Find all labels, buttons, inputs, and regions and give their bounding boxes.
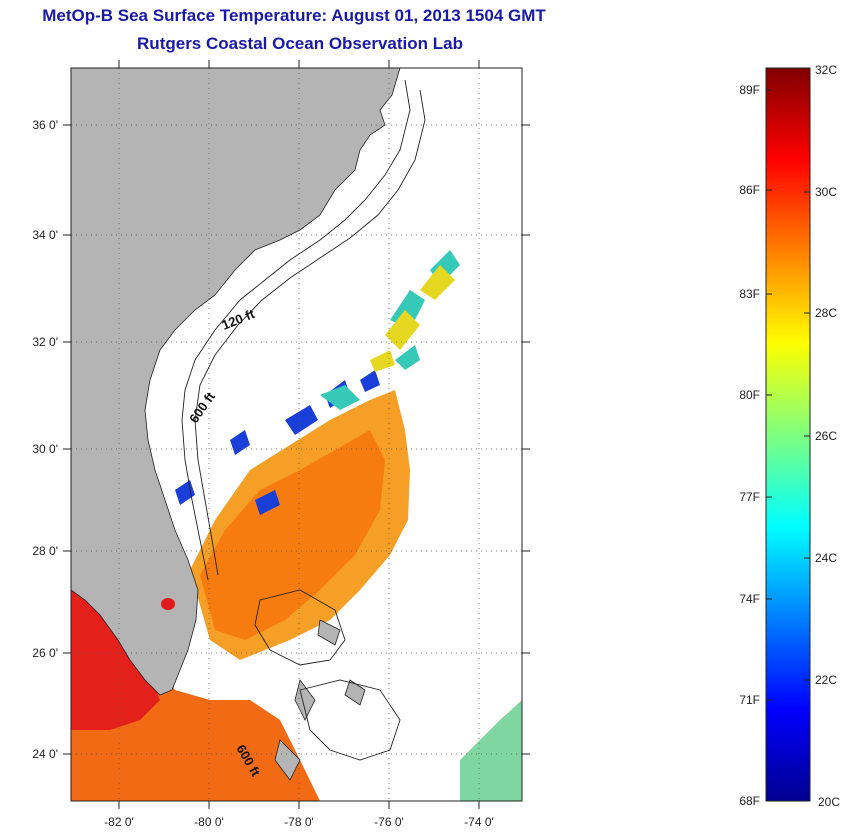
colorbar-f-label: 74F (739, 592, 760, 606)
colorbar-f-label: 77F (739, 490, 760, 504)
colorbar-c-label: 24C (815, 551, 837, 565)
colorbar-c-label: 32C (815, 63, 837, 77)
colorbar-f-label: 68F (739, 794, 760, 808)
colorbar-f-label: 80F (739, 388, 760, 402)
bahamas-islands (274, 619, 366, 781)
colorbar-f-label: 86F (739, 183, 760, 197)
lon-label: -82 0' (104, 815, 134, 829)
colorbar-f-label: 71F (739, 693, 760, 707)
colorbar-c-label: 22C (815, 673, 837, 687)
colorbar-ticks (766, 89, 810, 701)
lat-label: 36 0' (32, 118, 58, 132)
map-title: MetOp-B Sea Surface Temperature: August … (42, 6, 546, 25)
lake-okeechobee (161, 598, 175, 610)
lat-label: 34 0' (32, 228, 58, 242)
sst-orange-swath (200, 430, 385, 640)
lat-label: 30 0' (32, 442, 58, 456)
contour-bahamas (254, 589, 401, 761)
grid-lines (71, 68, 522, 801)
lat-label: 32 0' (32, 335, 58, 349)
axis-ticks (63, 60, 530, 809)
lon-label: -76 0' (374, 815, 404, 829)
lat-label: 26 0' (32, 646, 58, 660)
lon-label: -80 0' (194, 815, 224, 829)
contour-120ft (181, 79, 411, 581)
lat-label: 28 0' (32, 544, 58, 558)
colorbar-f-label: 89F (739, 83, 760, 97)
sst-se-patch (460, 700, 522, 801)
colorbar-c-label: 20C (818, 795, 840, 809)
lon-label: -78 0' (284, 815, 314, 829)
sst-teal-filaments (320, 250, 460, 410)
colorbar-c-label: 26C (815, 429, 837, 443)
colorbar-f-label: 83F (739, 287, 760, 301)
sst-south-red (71, 575, 160, 730)
colorbar (765, 67, 811, 802)
map-frame (70, 67, 523, 802)
lon-label: -74 0' (464, 815, 494, 829)
colorbar-c-label: 30C (815, 185, 837, 199)
contour-600ft (194, 89, 426, 576)
colorbar-c-label: 28C (815, 306, 837, 320)
map-subtitle: Rutgers Coastal Ocean Observation Lab (137, 34, 463, 53)
sst-yellow-filaments (370, 265, 455, 372)
land-mass (71, 68, 401, 696)
lat-label: 24 0' (32, 747, 58, 761)
